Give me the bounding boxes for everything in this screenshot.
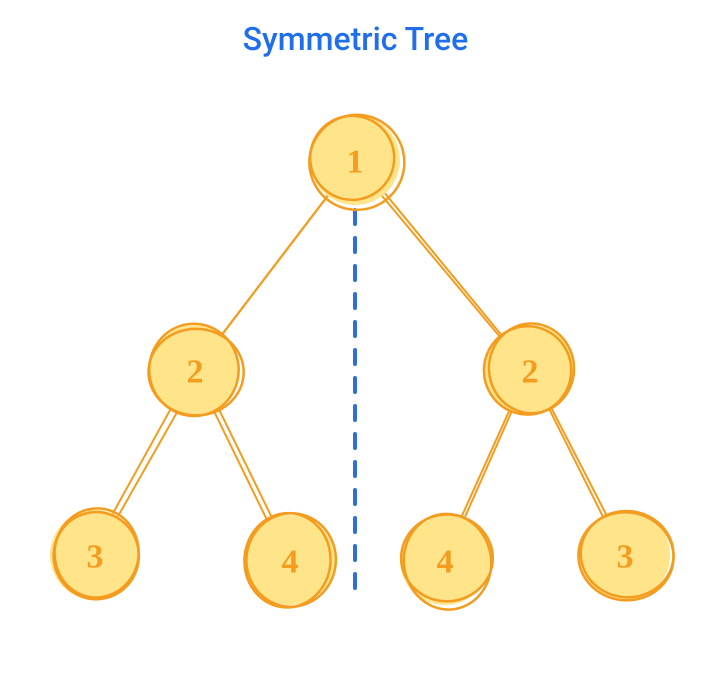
tree-node-label: 2 [187, 354, 204, 391]
tree-node-label: 4 [437, 544, 454, 581]
tree-node-label: 3 [87, 539, 104, 576]
tree-edge [463, 409, 512, 521]
tree-edge [551, 407, 606, 514]
tree-edge [549, 409, 603, 518]
tree-edge [111, 406, 172, 516]
tree-diagram: 1 2 2 3 4 4 3 [0, 0, 711, 675]
tree-edge [221, 194, 329, 336]
tree-edge [460, 409, 509, 519]
tree-edge [117, 409, 179, 518]
tree-node-label: 2 [522, 354, 539, 391]
tree-edge [213, 408, 269, 524]
tree-node-label: 3 [617, 539, 634, 576]
tree-node-label: 4 [282, 544, 299, 581]
tree-edge [218, 406, 273, 519]
tree-node-label: 1 [347, 144, 364, 181]
tree-edge [385, 193, 503, 337]
tree-edge [380, 193, 502, 339]
